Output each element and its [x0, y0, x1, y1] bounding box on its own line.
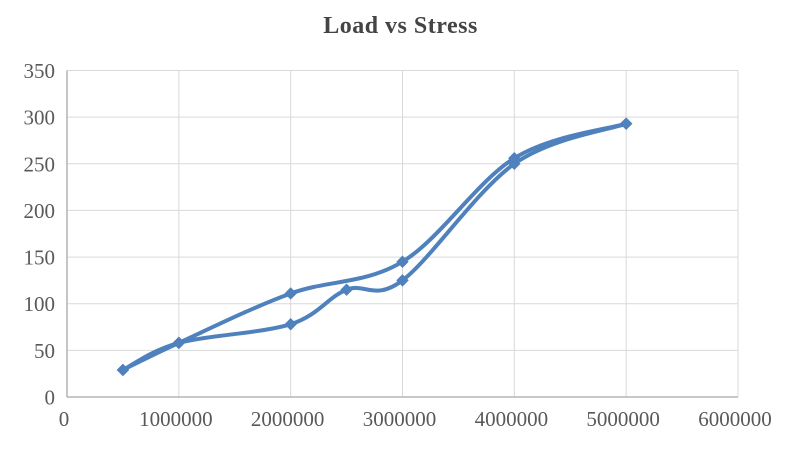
data-point-marker: [116, 363, 130, 377]
y-tick-label: 250: [24, 152, 56, 176]
x-tick-label: 1000000: [139, 407, 213, 431]
y-tick-label: 150: [24, 246, 56, 270]
x-tick-label: 4000000: [475, 407, 549, 431]
y-tick-label: 100: [24, 292, 56, 316]
data-point-marker: [396, 274, 409, 287]
series-line: [120, 121, 629, 372]
data-point-marker: [340, 283, 353, 296]
data-point-marker: [396, 255, 409, 268]
data-point-marker: [619, 117, 633, 130]
data-point-marker: [508, 157, 521, 170]
x-tick-label: 2000000: [251, 407, 325, 431]
y-tick-label: 350: [24, 59, 56, 83]
data-point-marker: [284, 287, 297, 300]
x-tick-label: 6000000: [698, 407, 772, 431]
data-point-marker: [172, 336, 186, 350]
chart-title: Load vs Stress: [323, 13, 478, 39]
x-tick-label: 3000000: [363, 407, 437, 431]
y-tick-label: 50: [34, 339, 55, 363]
y-tick-label: 200: [24, 199, 56, 223]
y-tick-label: 0: [45, 386, 56, 410]
x-tick-label: 5000000: [586, 407, 660, 431]
data-point-marker: [284, 318, 297, 331]
x-tick-label: 0: [59, 407, 70, 431]
series-line: [120, 121, 629, 372]
y-tick-label: 300: [24, 106, 56, 130]
